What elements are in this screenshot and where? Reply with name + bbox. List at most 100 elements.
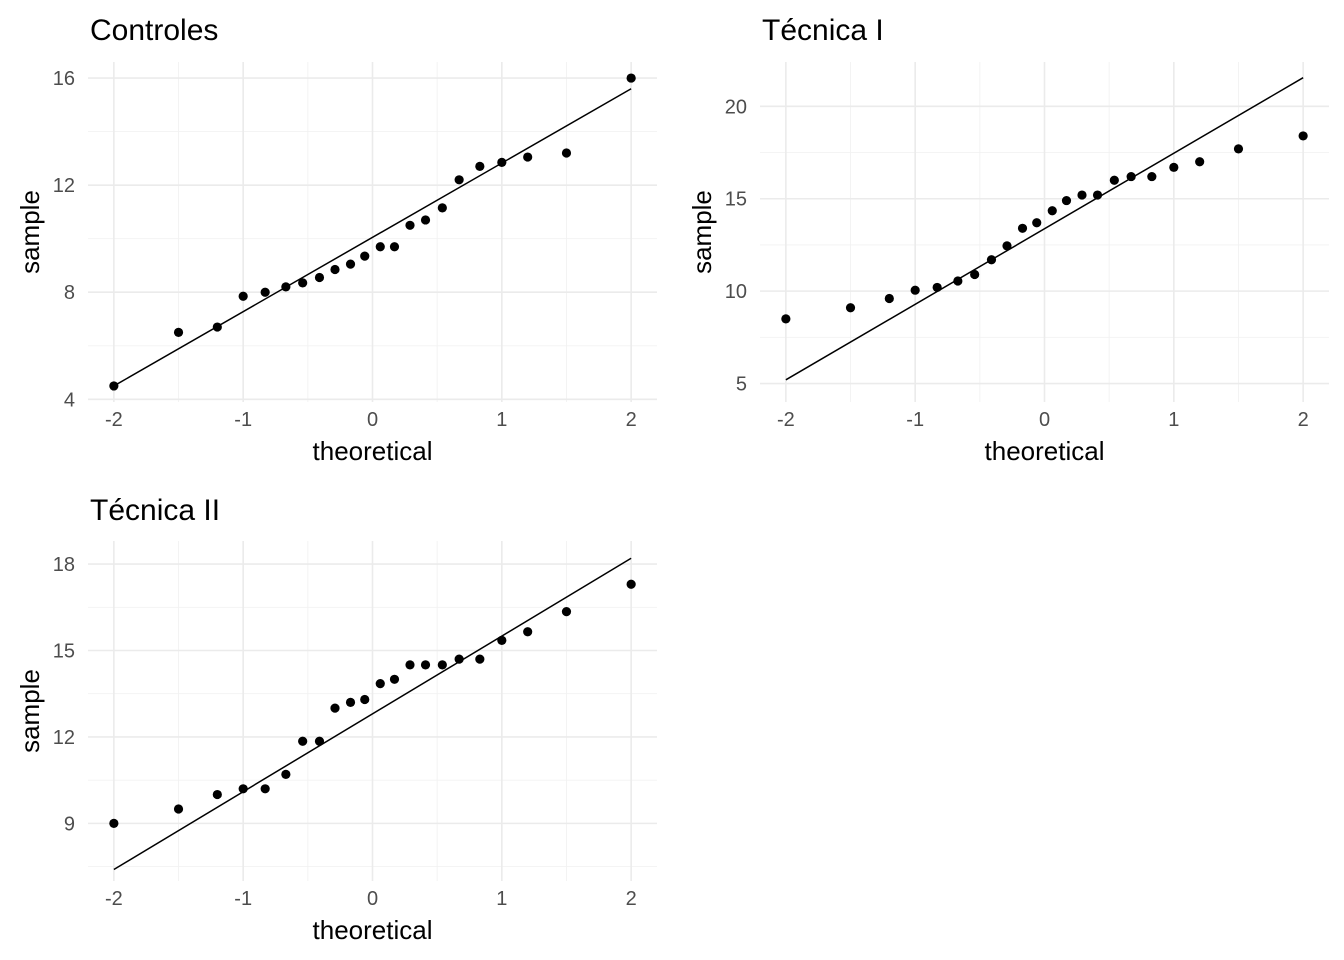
y-tick-label: 20 [725,96,747,118]
sample-point [437,660,447,670]
sample-point [314,272,325,283]
sample-point [884,293,894,304]
sample-point [910,285,920,295]
sample-point [314,736,325,746]
sample-point [1047,206,1057,216]
x-axis-title: theoretical [313,915,433,945]
sample-point [932,282,942,293]
sample-point [523,627,533,637]
sample-point [1077,190,1087,200]
y-axis-title: sample [15,190,45,274]
sample-point [1195,157,1205,167]
x-axis-title: theoretical [313,436,433,466]
sample-point [260,287,270,297]
sample-point [1109,175,1119,185]
sample-point [298,736,308,746]
panel-title: Técnica II [90,494,220,527]
x-tick-label: -2 [777,409,795,431]
x-tick-label: 2 [626,888,637,910]
y-axis-title: sample [15,669,45,753]
sample-point [1298,131,1308,141]
x-tick-label: -1 [234,409,252,431]
sample-point [345,259,356,269]
sample-point [375,242,385,252]
x-tick-label: -1 [234,888,252,910]
sample-point [260,784,270,794]
sample-point [360,251,370,261]
sample-point [561,148,572,158]
sample-point [375,679,385,689]
sample-point [454,175,464,185]
sample-point [986,255,997,265]
x-tick-label: 1 [496,888,507,910]
sample-point [1233,144,1244,154]
sample-point [389,674,400,684]
x-tick-label: 0 [1039,409,1050,431]
sample-point [420,215,431,225]
sample-point [475,161,485,172]
y-axis-title: sample [687,190,717,274]
sample-point [212,322,222,332]
sample-point [109,818,119,828]
sample-point [1017,223,1028,233]
qq-reference-line [113,88,632,387]
sample-point [173,327,184,337]
sample-point [109,381,119,391]
sample-point [1126,171,1136,182]
sample-point [360,694,370,705]
x-tick-label: 2 [1298,409,1309,431]
sample-point [330,264,340,275]
y-tick-label: 18 [53,554,75,576]
y-tick-label: 15 [53,640,75,662]
sample-point [497,157,507,167]
x-tick-label: -2 [105,409,123,431]
sample-point [330,703,340,713]
sample-point [970,269,980,280]
x-tick-label: 1 [496,409,507,431]
sample-point [298,278,308,288]
sample-point [497,635,507,646]
sample-point [626,579,636,589]
sample-point [845,303,856,313]
sample-point [238,784,248,794]
x-axis-title: theoretical [985,436,1105,466]
y-tick-label: 10 [725,281,747,303]
sample-point [405,660,415,670]
sample-point [420,660,431,670]
qq-reference-line [785,77,1304,381]
x-tick-label: 2 [626,409,637,431]
x-tick-label: 1 [1168,409,1179,431]
sample-point [626,73,636,83]
y-tick-label: 12 [53,175,75,197]
y-tick-label: 8 [64,282,75,304]
x-tick-label: -2 [105,888,123,910]
sample-point [281,769,291,779]
sample-point [212,789,222,800]
sample-point [781,314,791,324]
x-tick-label: 0 [367,888,378,910]
sample-point [1061,195,1072,206]
sample-point [953,276,963,286]
panel-2: -2 -1 0 1 2 5 10 15 20 Técnica I theoretical sample [687,14,1329,466]
sample-point [437,203,447,213]
y-tick-label: 15 [725,189,747,211]
y-tick-label: 16 [53,68,75,90]
y-tick-label: 12 [53,727,75,749]
sample-point [1169,162,1179,172]
sample-point [454,654,464,664]
sample-point [475,654,485,664]
sample-point [1032,218,1042,228]
y-tick-label: 4 [64,389,75,411]
sample-point [345,697,356,707]
x-tick-label: 0 [367,409,378,431]
sample-point [1147,171,1157,182]
sample-point [1002,241,1012,251]
sample-point [173,804,184,814]
panel-title: Controles [90,14,218,47]
sample-point [238,291,248,301]
qq-reference-line [113,557,632,871]
sample-point [523,152,533,162]
